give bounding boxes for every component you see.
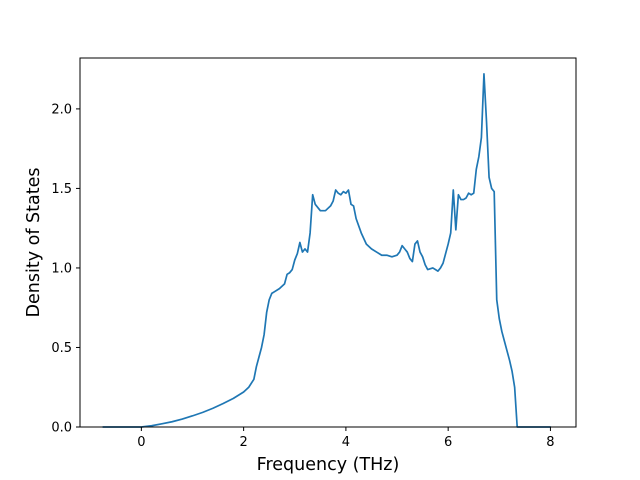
- x-tick-label: 0: [137, 435, 145, 450]
- y-tick-label: 1.0: [51, 261, 72, 276]
- y-axis-title: Density of States: [24, 168, 44, 318]
- x-tick-label: 2: [239, 435, 247, 450]
- dos-series-line-0: [102, 73, 552, 428]
- x-tick-label: 8: [546, 435, 554, 450]
- x-tick-label: 4: [342, 435, 350, 450]
- y-tick-label: 2.0: [51, 102, 72, 117]
- x-tick-label: 6: [444, 435, 452, 450]
- x-axis: 0 2 4 6 8: [137, 427, 555, 450]
- y-tick-label: 0.0: [51, 421, 72, 436]
- plot-frame: [79, 57, 577, 428]
- y-tick-label: 1.5: [51, 182, 72, 197]
- plot-area: [102, 73, 552, 428]
- y-axis: 0.0 0.5 1.0 1.5 2.0: [51, 102, 80, 436]
- x-axis-title: Frequency (THz): [257, 455, 400, 475]
- y-tick-label: 0.5: [51, 341, 72, 356]
